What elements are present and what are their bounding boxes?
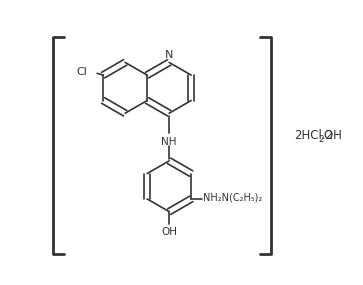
Text: N: N: [165, 50, 174, 60]
Text: NH: NH: [162, 137, 177, 147]
Text: 2: 2: [318, 135, 324, 144]
Text: Cl: Cl: [77, 67, 87, 77]
Text: OH: OH: [161, 227, 177, 237]
Text: 2HCl.2H: 2HCl.2H: [294, 129, 342, 142]
Text: NH₂N(C₂H₅)₂: NH₂N(C₂H₅)₂: [203, 193, 262, 203]
Text: O: O: [324, 129, 333, 142]
